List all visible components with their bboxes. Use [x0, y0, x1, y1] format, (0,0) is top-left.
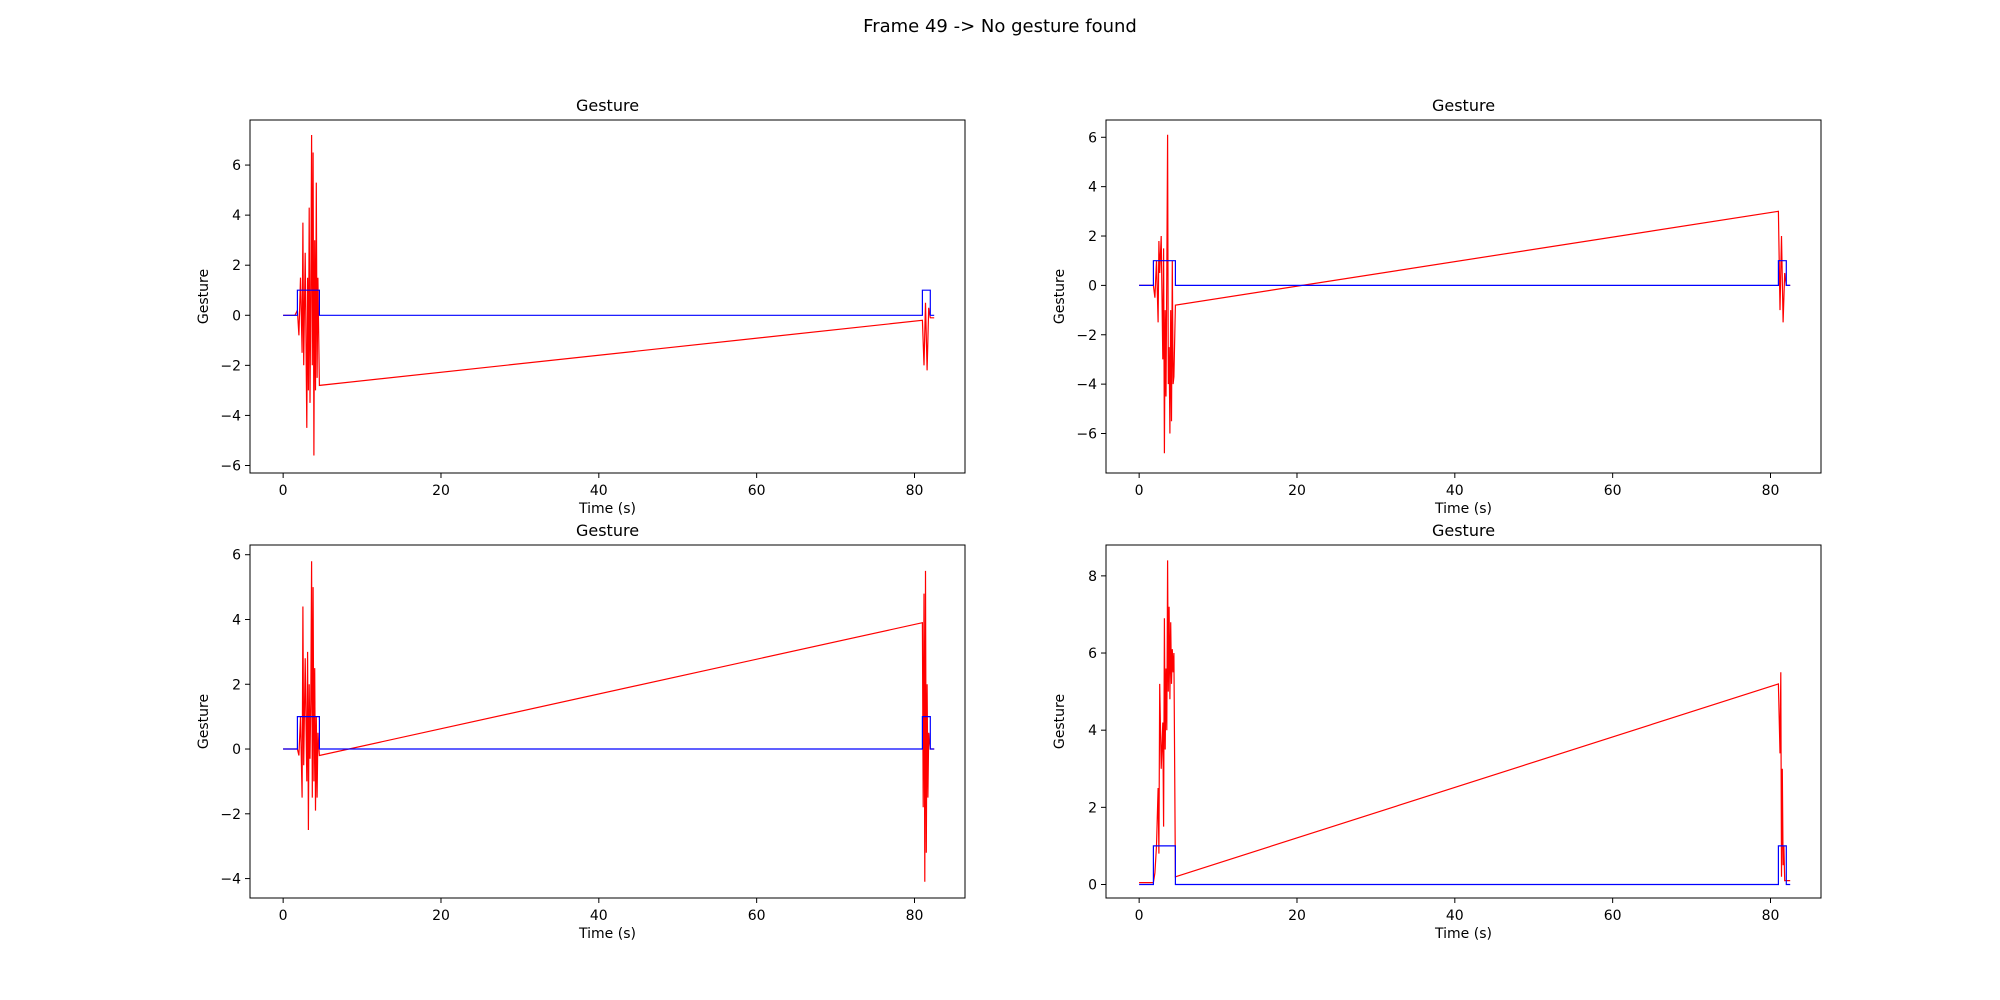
- x-tick-label: 80: [1762, 908, 1780, 924]
- axes-frame: [249, 544, 966, 899]
- y-tick-label: 2: [232, 258, 241, 274]
- y-tick-label: 4: [232, 612, 241, 628]
- x-tick-label: 60: [1604, 483, 1622, 499]
- subplot-title: Gesture: [576, 96, 639, 115]
- y-tick-label: −2: [220, 807, 241, 823]
- x-tick-label: 80: [906, 483, 924, 499]
- y-tick-label: −2: [220, 358, 241, 374]
- figure-suptitle: Frame 49 -> No gesture found: [863, 16, 1137, 37]
- subplot-2: 0 20 40 60 80 −6 −4 −2 0 2 4 6 Gesture Time (s) Gestur…: [1052, 96, 1822, 517]
- axes-frame: [1105, 119, 1822, 474]
- y-axis-label: Gesture: [196, 694, 212, 749]
- y-tick-label: 0: [1088, 877, 1097, 893]
- subplot-title: Gesture: [576, 521, 639, 540]
- y-tick-label: 6: [1088, 646, 1097, 662]
- series-line-signal: [283, 561, 935, 882]
- x-tick-label: 80: [1762, 483, 1780, 499]
- series-line-signal: [1139, 560, 1791, 884]
- x-tick-label: 20: [1288, 483, 1306, 499]
- y-tick-label: −2: [1076, 328, 1097, 344]
- x-axis-label: Time (s): [1434, 926, 1492, 942]
- y-tick-label: −4: [1076, 377, 1097, 393]
- x-tick-label: 20: [432, 483, 450, 499]
- subplot-3: 0 20 40 60 80 −4 −2 0 2 4 6 Gesture Time (s) Gesture: [196, 521, 966, 942]
- x-axis-label: Time (s): [1434, 501, 1492, 517]
- y-tick-label: 0: [232, 742, 241, 758]
- subplot-4: 0 20 40 60 80 0 2 4 6 8 Gesture Time (s) Gesture: [1052, 521, 1822, 942]
- y-tick-label: 8: [1088, 569, 1097, 585]
- y-tick-label: 6: [232, 158, 241, 174]
- y-tick-label: 4: [232, 208, 241, 224]
- x-tick-label: 40: [1446, 483, 1464, 499]
- y-tick-label: 0: [1088, 278, 1097, 294]
- x-tick-label: 20: [1288, 908, 1306, 924]
- axes-frame: [249, 119, 966, 474]
- subplot-title: Gesture: [1432, 96, 1495, 115]
- x-tick-label: 20: [432, 908, 450, 924]
- y-axis-label: Gesture: [196, 269, 212, 324]
- subplot-title: Gesture: [1432, 521, 1495, 540]
- y-tick-label: −6: [220, 458, 241, 474]
- series-line-label: [1139, 260, 1791, 286]
- y-tick-label: 4: [1088, 723, 1097, 739]
- x-tick-label: 80: [906, 908, 924, 924]
- y-tick-label: 2: [1088, 229, 1097, 245]
- x-axis-label: Time (s): [578, 926, 636, 942]
- x-tick-label: 40: [590, 908, 608, 924]
- x-tick-label: 0: [279, 483, 288, 499]
- subplot-1: 0 20 40 60 80 −6 −4 −2 0 2 4 6 Gesture Time (s) Gestur…: [196, 96, 966, 517]
- y-tick-label: 6: [1088, 130, 1097, 146]
- x-tick-label: 0: [1135, 908, 1144, 924]
- y-tick-label: −6: [1076, 427, 1097, 443]
- y-tick-label: 4: [1088, 180, 1097, 196]
- y-tick-label: −4: [220, 408, 241, 424]
- series-line-label: [283, 289, 935, 316]
- series-line-label: [283, 715, 935, 750]
- x-tick-label: 40: [1446, 908, 1464, 924]
- x-tick-label: 0: [279, 908, 288, 924]
- y-tick-label: −4: [220, 872, 241, 888]
- y-tick-label: 0: [232, 308, 241, 324]
- y-tick-label: 2: [1088, 800, 1097, 816]
- x-tick-label: 0: [1135, 483, 1144, 499]
- series-line-label: [1139, 845, 1791, 886]
- series-line-signal: [1139, 134, 1791, 454]
- y-axis-label: Gesture: [1052, 269, 1068, 324]
- y-axis-label: Gesture: [1052, 694, 1068, 749]
- x-axis-label: Time (s): [578, 501, 636, 517]
- axes-frame: [1105, 544, 1822, 899]
- x-tick-label: 60: [748, 483, 766, 499]
- series-line-signal: [283, 134, 935, 456]
- x-tick-label: 60: [1604, 908, 1622, 924]
- x-tick-label: 60: [748, 908, 766, 924]
- y-tick-label: 2: [232, 677, 241, 693]
- x-tick-label: 40: [590, 483, 608, 499]
- y-tick-label: 6: [232, 548, 241, 564]
